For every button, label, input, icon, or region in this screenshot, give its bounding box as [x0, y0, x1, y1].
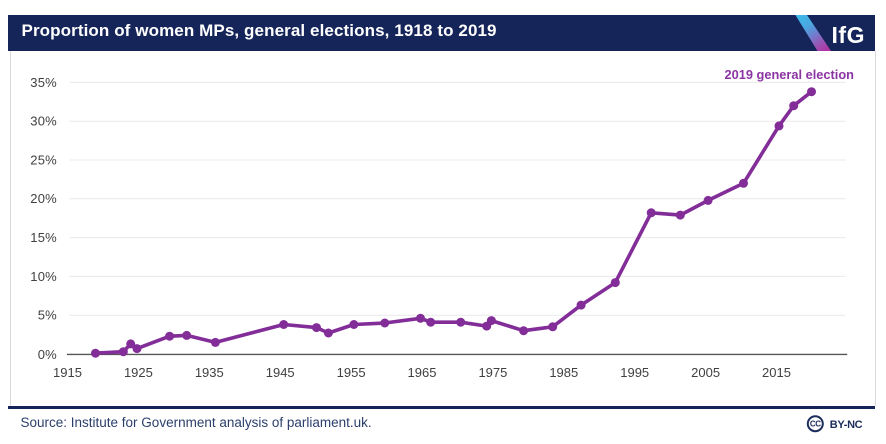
svg-text:1935: 1935 — [195, 365, 224, 380]
svg-text:35%: 35% — [30, 75, 57, 90]
svg-text:1955: 1955 — [337, 365, 366, 380]
svg-text:1975: 1975 — [478, 365, 507, 380]
svg-text:1965: 1965 — [408, 365, 437, 380]
svg-text:1925: 1925 — [124, 365, 153, 380]
svg-text:0%: 0% — [38, 347, 57, 362]
svg-text:2005: 2005 — [691, 365, 720, 380]
svg-text:20%: 20% — [30, 191, 57, 206]
svg-text:25%: 25% — [30, 152, 57, 167]
svg-text:10%: 10% — [30, 269, 57, 284]
svg-text:1995: 1995 — [620, 365, 649, 380]
svg-text:5%: 5% — [38, 308, 57, 323]
svg-text:BY-NC: BY-NC — [830, 419, 863, 431]
svg-text:1985: 1985 — [549, 365, 578, 380]
svg-text:CC: CC — [810, 420, 821, 429]
svg-text:1915: 1915 — [53, 365, 82, 380]
svg-text:1945: 1945 — [266, 365, 295, 380]
svg-text:30%: 30% — [30, 114, 57, 129]
svg-text:15%: 15% — [30, 230, 57, 245]
svg-text:2015: 2015 — [762, 365, 791, 380]
